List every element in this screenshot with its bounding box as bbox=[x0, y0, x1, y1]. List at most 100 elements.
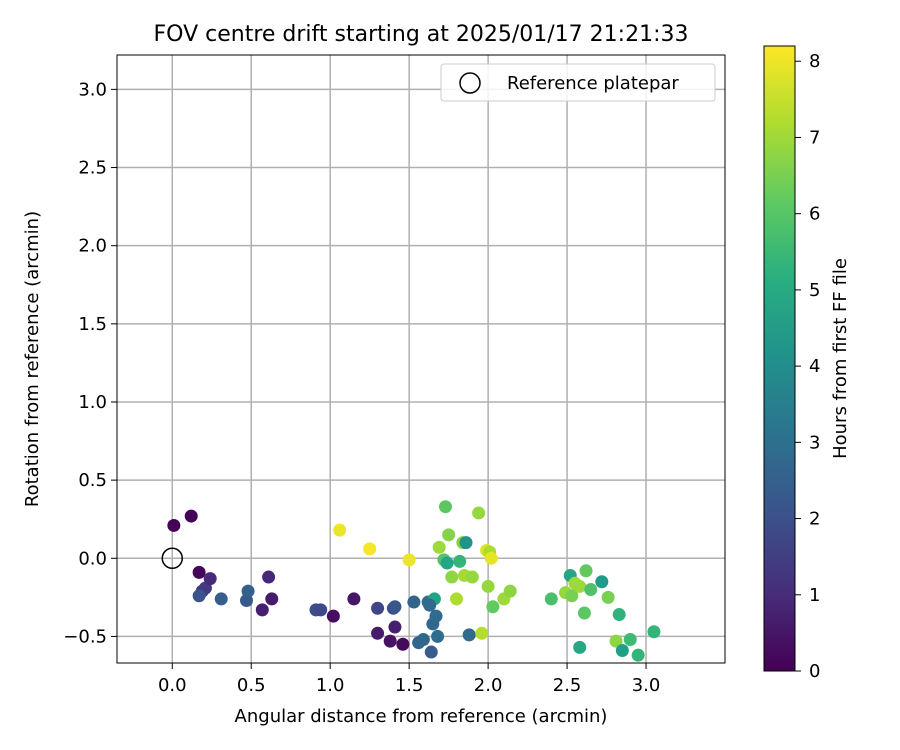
data-point bbox=[544, 592, 558, 606]
data-points bbox=[167, 500, 661, 662]
x-tick-label: 2.0 bbox=[474, 675, 503, 696]
data-point bbox=[615, 643, 629, 657]
data-point bbox=[388, 620, 402, 634]
legend-entry-label: Reference platepar bbox=[507, 73, 679, 94]
x-tick-label: 1.0 bbox=[316, 675, 345, 696]
data-point bbox=[167, 518, 181, 532]
data-point bbox=[503, 584, 517, 598]
data-point bbox=[465, 570, 479, 584]
data-point bbox=[577, 606, 591, 620]
data-point bbox=[371, 626, 385, 640]
axis-ticks: 0.0 0.5 1.0 1.5 2.0 2.5 3.0 −0.5 0.0 0.5 1.0 1.5 2.0… bbox=[63, 79, 660, 696]
data-point bbox=[601, 590, 615, 604]
data-point bbox=[612, 608, 626, 622]
data-point bbox=[584, 583, 598, 597]
x-tick-label: 3.0 bbox=[632, 675, 661, 696]
data-point bbox=[407, 595, 421, 609]
data-point bbox=[486, 600, 500, 614]
data-point bbox=[475, 626, 489, 640]
chart-title: FOV centre drift starting at 2025/01/17 … bbox=[154, 22, 689, 47]
colorbar: 0 1 2 3 4 5 6 7 8 Hours from first FF file bbox=[763, 45, 851, 682]
data-point bbox=[573, 640, 587, 654]
data-point bbox=[647, 625, 661, 639]
data-point bbox=[424, 645, 438, 659]
legend-box bbox=[440, 63, 716, 102]
data-point bbox=[214, 592, 228, 606]
colorbar-gradient bbox=[763, 45, 796, 672]
data-point bbox=[241, 584, 255, 598]
data-point bbox=[579, 564, 593, 578]
data-point bbox=[438, 500, 452, 514]
data-point bbox=[595, 575, 609, 589]
data-point bbox=[388, 600, 402, 614]
x-tick-label: 2.5 bbox=[553, 675, 582, 696]
y-tick-label: 0.0 bbox=[78, 548, 107, 569]
data-point bbox=[573, 579, 587, 593]
y-tick-label: −0.5 bbox=[63, 626, 107, 647]
colorbar-tick-label: 7 bbox=[809, 127, 820, 148]
data-point bbox=[192, 565, 206, 579]
plot-frame bbox=[116, 54, 726, 664]
data-point bbox=[440, 556, 454, 570]
colorbar-label: Hours from first FF file bbox=[830, 258, 851, 459]
data-point bbox=[631, 648, 645, 662]
colorbar-tick-label: 5 bbox=[809, 280, 820, 301]
data-point bbox=[429, 609, 443, 623]
data-point bbox=[450, 592, 464, 606]
data-point bbox=[481, 579, 495, 593]
data-point bbox=[472, 506, 486, 520]
colorbar-tick-label: 1 bbox=[809, 585, 820, 606]
data-point bbox=[609, 634, 623, 648]
y-tick-label: 1.0 bbox=[78, 392, 107, 413]
x-axis-label: Angular distance from reference (arcmin) bbox=[235, 706, 608, 727]
data-point bbox=[623, 633, 637, 647]
data-point bbox=[363, 542, 377, 556]
reference-platepar-marker bbox=[161, 547, 184, 570]
data-point bbox=[383, 634, 397, 648]
y-tick-label: 1.5 bbox=[78, 314, 107, 335]
y-tick-label: 2.0 bbox=[78, 236, 107, 257]
y-tick-label: 0.5 bbox=[78, 470, 107, 491]
data-point bbox=[442, 528, 456, 542]
colorbar-tick-label: 2 bbox=[809, 509, 820, 530]
y-axis-label: Rotation from reference (arcmin) bbox=[22, 211, 43, 507]
data-point bbox=[565, 589, 579, 603]
data-point bbox=[402, 553, 416, 567]
colorbar-tick-label: 4 bbox=[809, 356, 820, 377]
data-point bbox=[333, 523, 347, 537]
data-point bbox=[347, 592, 361, 606]
data-point bbox=[396, 637, 410, 651]
x-tick-label: 0.5 bbox=[237, 675, 266, 696]
data-point bbox=[445, 570, 459, 584]
data-point bbox=[416, 633, 430, 647]
data-point bbox=[255, 603, 269, 617]
colorbar-ticks: 0 1 2 3 4 5 6 7 8 bbox=[795, 51, 820, 682]
data-point bbox=[262, 570, 276, 584]
data-point bbox=[184, 509, 198, 523]
data-point bbox=[423, 598, 437, 612]
x-tick-label: 1.5 bbox=[395, 675, 424, 696]
data-point bbox=[431, 629, 445, 643]
colorbar-tick-label: 6 bbox=[809, 204, 820, 225]
legend-marker-open-circle bbox=[459, 72, 481, 94]
data-point bbox=[314, 603, 328, 617]
data-point bbox=[484, 551, 498, 565]
legend: Reference platepar bbox=[440, 63, 716, 102]
data-point bbox=[459, 536, 473, 550]
colorbar-tick-label: 8 bbox=[809, 51, 820, 72]
data-point bbox=[326, 609, 340, 623]
x-tick-label: 0.0 bbox=[158, 675, 187, 696]
data-point bbox=[432, 540, 446, 554]
colorbar-tick-label: 3 bbox=[809, 432, 820, 453]
colorbar-tick-label: 0 bbox=[809, 661, 820, 682]
data-point bbox=[192, 589, 206, 603]
data-point bbox=[265, 592, 279, 606]
data-point bbox=[203, 572, 217, 586]
data-point bbox=[453, 554, 467, 568]
data-point bbox=[462, 628, 476, 642]
y-tick-label: 3.0 bbox=[78, 79, 107, 100]
y-tick-label: 2.5 bbox=[78, 158, 107, 179]
data-point bbox=[371, 601, 385, 615]
grid-lines bbox=[117, 55, 725, 663]
